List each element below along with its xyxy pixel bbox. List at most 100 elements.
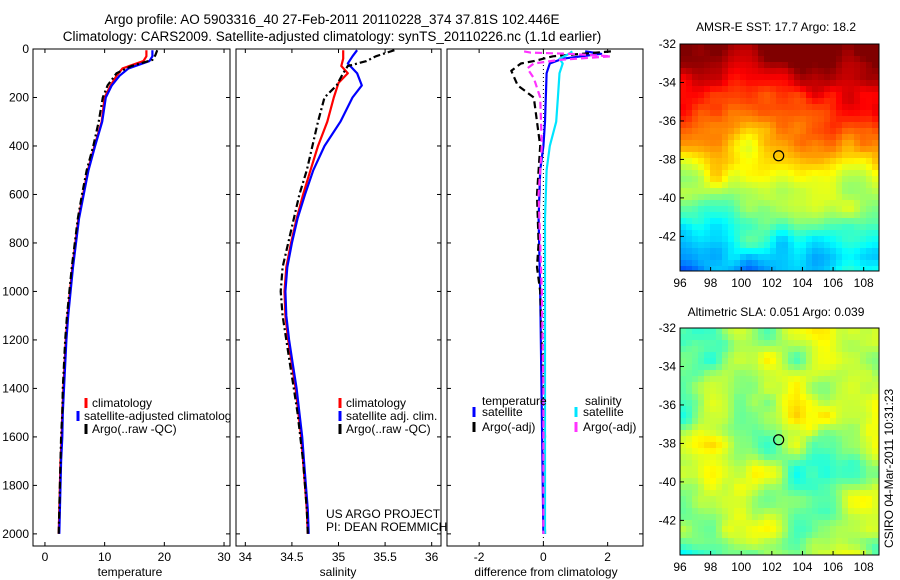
sst-heat-cell — [764, 212, 771, 219]
sla-heat-cell — [866, 418, 873, 425]
sst-heat-cell — [788, 224, 795, 231]
salinity-series-satellite-adj-clim- — [284, 49, 363, 534]
sla-heat-cell — [812, 478, 819, 485]
sla-heat-cell — [836, 526, 843, 533]
sst-heat-cell — [830, 200, 837, 207]
sla-heat-cell — [866, 352, 873, 359]
sla-heat-cell — [830, 364, 837, 371]
sla-heat-cell — [812, 352, 819, 359]
sst-heat-cell — [776, 140, 783, 147]
sst-heat-cell — [854, 44, 861, 51]
sla-heat-cell — [872, 358, 879, 365]
sst-heat-cell — [680, 158, 687, 165]
sst-heat-cell — [800, 230, 807, 237]
sla-heat-cell — [872, 490, 879, 497]
sst-heat-cell — [764, 248, 771, 255]
sla-heat-cell — [740, 388, 747, 395]
diff-legend-temp-argo: Argo(-adj) — [482, 420, 535, 434]
sst_map-xtick-label: 96 — [673, 276, 687, 290]
sla-heat-cell — [794, 436, 801, 443]
sst-heat-cell — [830, 80, 837, 87]
sla-heat-cell — [812, 388, 819, 395]
salinity-xlabel: salinity — [320, 565, 357, 579]
sst-heat-cell — [800, 128, 807, 135]
sla-heat-cell — [776, 478, 783, 485]
sla-heat-cell — [698, 532, 705, 539]
sla-heat-cell — [758, 382, 765, 389]
sla-heat-cell — [770, 532, 777, 539]
sst-heat-cell — [872, 110, 879, 117]
sst-heat-cell — [794, 164, 801, 171]
sst-heat-cell — [710, 116, 717, 123]
sla-heat-cell — [698, 382, 705, 389]
sst-heat-cell — [740, 68, 747, 75]
sla-heat-cell — [860, 328, 867, 335]
sla-heat-cell — [776, 412, 783, 419]
sla-heat-cell — [728, 550, 735, 555]
sla-heat-cell — [680, 436, 687, 443]
sla_map-xtick-label: 108 — [854, 560, 874, 574]
sla-heat-cell — [752, 478, 759, 485]
sla-heat-cell — [866, 478, 873, 485]
sst-heat-cell — [806, 158, 813, 165]
sla-heat-cell — [842, 352, 849, 359]
sst-heat-cell — [692, 116, 699, 123]
sla-heat-cell — [710, 346, 717, 353]
sla-heat-cell — [716, 454, 723, 461]
sla-heat-cell — [692, 412, 699, 419]
sst-heat-cell — [872, 236, 879, 243]
sla-heat-cell — [860, 466, 867, 473]
sla-heat-cell — [830, 502, 837, 509]
sal-legend-climatology: climatology — [346, 396, 406, 410]
sla-heat-cell — [794, 460, 801, 467]
sla-heat-cell — [722, 460, 729, 467]
sla_map-ytick-label: -42 — [659, 513, 677, 527]
sst-heat-cell — [830, 182, 837, 189]
sla-heat-cell — [818, 532, 825, 539]
sst-heat-cell — [716, 50, 723, 57]
sla-heat-cell — [824, 334, 831, 341]
sla-heat-cell — [692, 328, 699, 335]
sla-heat-cell — [728, 376, 735, 383]
sla-heat-cell — [710, 544, 717, 551]
sst-heat-cell — [866, 68, 873, 75]
sst-heat-cell — [710, 104, 717, 111]
sla-heat-cell — [800, 544, 807, 551]
sla-heat-cell — [866, 448, 873, 455]
sla-heat-cell — [860, 370, 867, 377]
sla-heat-cell — [782, 382, 789, 389]
sst-heat-cell — [746, 206, 753, 213]
sst-heat-cell — [740, 224, 747, 231]
sla-heat-cell — [860, 490, 867, 497]
sla-heat-cell — [848, 544, 855, 551]
sst-heat-cell — [728, 158, 735, 165]
sst-heat-cell — [818, 50, 825, 57]
sst-heat-cell — [758, 56, 765, 63]
sla-heat-cell — [680, 424, 687, 431]
sla-heat-cell — [794, 508, 801, 515]
sla-heat-cell — [686, 532, 693, 539]
sla-heat-cell — [740, 328, 747, 335]
sst-heat-cell — [716, 236, 723, 243]
sst-heat-cell — [710, 50, 717, 57]
sla-heat-cell — [860, 436, 867, 443]
sst-heat-cell — [824, 140, 831, 147]
sst-heat-cell — [788, 152, 795, 159]
sla-heat-cell — [782, 472, 789, 479]
sst-heat-cell — [728, 248, 735, 255]
sst-heat-cell — [686, 86, 693, 93]
sla-heat-cell — [770, 388, 777, 395]
sst-heat-cell — [848, 116, 855, 123]
sla-heat-cell — [872, 538, 879, 545]
sla-heat-cell — [752, 496, 759, 503]
sst-heat-cell — [704, 248, 711, 255]
sst-heat-cell — [854, 56, 861, 63]
sst-heat-cell — [722, 98, 729, 105]
sla-heat-cell — [746, 418, 753, 425]
sla-heat-cell — [758, 358, 765, 365]
sla-heat-cell — [788, 466, 795, 473]
sst-heat-cell — [806, 230, 813, 237]
sst-heat-cell — [836, 266, 843, 271]
sst-heat-cell — [782, 140, 789, 147]
sst-heat-cell — [818, 188, 825, 195]
